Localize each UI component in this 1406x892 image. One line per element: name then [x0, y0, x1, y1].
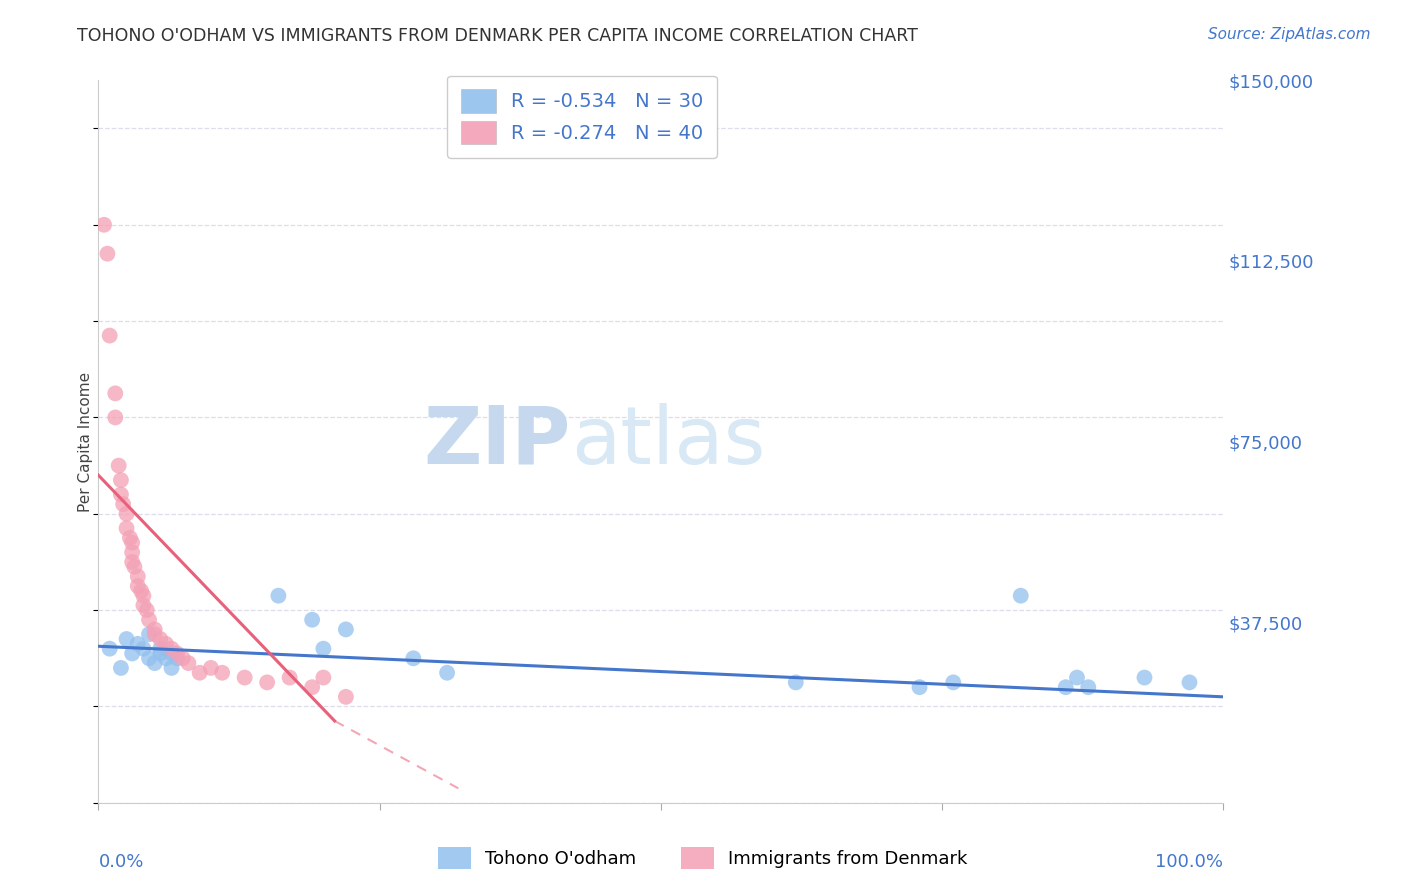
Point [138, 651, 160, 665]
Point [177, 656, 200, 670]
Point [112, 497, 135, 511]
Point [138, 627, 160, 641]
Point [155, 637, 177, 651]
Point [149, 632, 172, 646]
Point [118, 531, 141, 545]
Point [110, 661, 132, 675]
Point [200, 661, 222, 675]
Point [160, 661, 183, 675]
Point [132, 599, 155, 613]
Point [135, 603, 157, 617]
Point [121, 545, 143, 559]
Point [121, 647, 143, 661]
Point [312, 671, 335, 685]
Point [121, 535, 143, 549]
Point [115, 632, 138, 646]
Point [1133, 671, 1156, 685]
Point [107, 458, 129, 473]
Point [121, 555, 143, 569]
Point [278, 671, 301, 685]
Point [1010, 589, 1032, 603]
Y-axis label: Per Capita Income: Per Capita Income [77, 371, 93, 512]
Point [942, 675, 965, 690]
Point [110, 473, 132, 487]
Point [96, 246, 118, 260]
Legend: Tohono O'odham, Immigrants from Denmark: Tohono O'odham, Immigrants from Denmark [432, 839, 974, 876]
Point [149, 647, 172, 661]
Point [127, 579, 149, 593]
Point [267, 589, 290, 603]
Point [124, 559, 146, 574]
Point [211, 665, 233, 680]
Point [143, 656, 166, 670]
Legend: R = -0.534   N = 30, R = -0.274   N = 40: R = -0.534 N = 30, R = -0.274 N = 40 [447, 76, 717, 158]
Point [166, 647, 188, 661]
Text: 100.0%: 100.0% [1156, 854, 1223, 871]
Point [138, 613, 160, 627]
Point [1054, 680, 1077, 694]
Point [160, 641, 183, 656]
Text: Source: ZipAtlas.com: Source: ZipAtlas.com [1208, 27, 1371, 42]
Point [436, 665, 458, 680]
Point [1077, 680, 1099, 694]
Point [160, 647, 183, 661]
Point [104, 410, 127, 425]
Point [233, 671, 256, 685]
Point [115, 507, 138, 521]
Point [155, 651, 177, 665]
Point [335, 690, 357, 704]
Point [93, 218, 115, 232]
Point [143, 623, 166, 637]
Point [1178, 675, 1201, 690]
Point [785, 675, 807, 690]
Point [143, 627, 166, 641]
Point [301, 680, 323, 694]
Text: ZIP: ZIP [423, 402, 571, 481]
Point [172, 651, 194, 665]
Point [149, 641, 172, 656]
Point [166, 651, 188, 665]
Point [110, 487, 132, 501]
Text: 0.0%: 0.0% [98, 854, 143, 871]
Point [256, 675, 278, 690]
Point [98, 328, 121, 343]
Point [127, 637, 149, 651]
Point [301, 613, 323, 627]
Point [127, 569, 149, 583]
Point [132, 589, 155, 603]
Point [908, 680, 931, 694]
Point [188, 665, 211, 680]
Point [104, 386, 127, 401]
Point [1066, 671, 1088, 685]
Point [132, 641, 155, 656]
Point [129, 583, 152, 598]
Text: TOHONO O'ODHAM VS IMMIGRANTS FROM DENMARK PER CAPITA INCOME CORRELATION CHART: TOHONO O'ODHAM VS IMMIGRANTS FROM DENMAR… [77, 27, 918, 45]
Point [115, 521, 138, 535]
Point [98, 641, 121, 656]
Point [335, 623, 357, 637]
Point [402, 651, 425, 665]
Point [312, 641, 335, 656]
Text: atlas: atlas [571, 402, 765, 481]
